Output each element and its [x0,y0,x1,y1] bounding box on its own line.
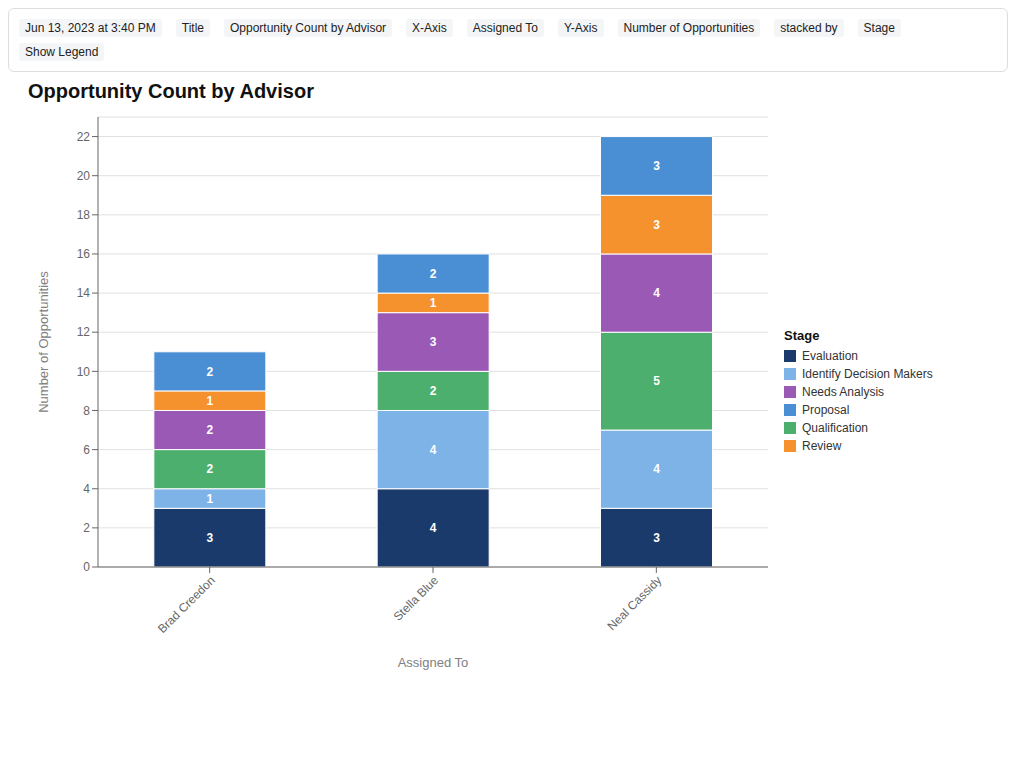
svg-text:3: 3 [430,335,437,349]
html-text:Qualification: Qualification [802,420,868,435]
svg-text:0: 0 [83,560,90,574]
svg-text:10: 10 [77,365,91,379]
svg-text:Brad Creedon: Brad Creedon [155,573,218,636]
html-text:stacked by: stacked by [780,21,838,35]
svg-text:3: 3 [653,531,660,545]
svg-text:Number of Opportunities: Number of Opportunities [36,271,51,413]
svg-text:6: 6 [83,443,90,457]
svg-text:Assigned To: Assigned To [398,655,469,670]
svg-text:22: 22 [77,130,91,144]
html-text:Y-Axis: Y-Axis [563,21,598,35]
svg-text:2: 2 [206,462,213,476]
svg-text:14: 14 [77,286,91,300]
svg-text:2: 2 [206,365,213,379]
html-text:Show Legend: Show Legend [25,45,99,59]
html-text:Number of Opportunities: Number of Opportunities [623,21,755,35]
svg-text:8: 8 [83,404,90,418]
svg-text:3: 3 [206,531,213,545]
html-text:Evaluation: Evaluation [802,348,858,363]
svg-text:3: 3 [653,159,660,173]
svg-text:3: 3 [653,218,660,232]
svg-text:5: 5 [653,374,660,388]
svg-text:4: 4 [653,286,660,300]
html-text:Review: Review [802,438,842,453]
html-text:Proposal: Proposal [802,402,850,417]
html-text:Title: Title [181,21,204,35]
html-text:X-Axis: X-Axis [412,21,447,35]
html-text:Stage: Stage [863,21,895,35]
svg-text:1: 1 [430,296,437,310]
svg-text:16: 16 [77,247,91,261]
svg-text:2: 2 [430,384,437,398]
svg-text:4: 4 [83,482,90,496]
svg-text:1: 1 [206,492,213,506]
html-text:Identify Decision Makers: Identify Decision Makers [802,366,933,381]
svg-text:20: 20 [77,169,91,183]
html-text:Assigned To: Assigned To [472,21,538,35]
svg-text:2: 2 [206,423,213,437]
svg-text:1: 1 [206,394,213,408]
svg-text:4: 4 [653,462,660,476]
svg-text:4: 4 [430,521,437,535]
svg-text:2: 2 [83,521,90,535]
svg-text:2: 2 [430,267,437,281]
html-text:Opportunity Count by Advisor: Opportunity Count by Advisor [230,21,387,35]
svg-text:Stella Blue: Stella Blue [391,573,442,624]
html-text:Jun 13, 2023 at 3:40 PM: Jun 13, 2023 at 3:40 PM [25,21,156,35]
svg-text:Neal Cassidy: Neal Cassidy [605,573,665,633]
html-text:Needs Analysis: Needs Analysis [802,384,884,399]
svg-text:4: 4 [430,443,437,457]
html-text:Opportunity Count by Advisor: Opportunity Count by Advisor [28,80,314,102]
svg-text:18: 18 [77,208,91,222]
svg-text:12: 12 [77,325,91,339]
html-text:Stage: Stage [784,327,820,343]
